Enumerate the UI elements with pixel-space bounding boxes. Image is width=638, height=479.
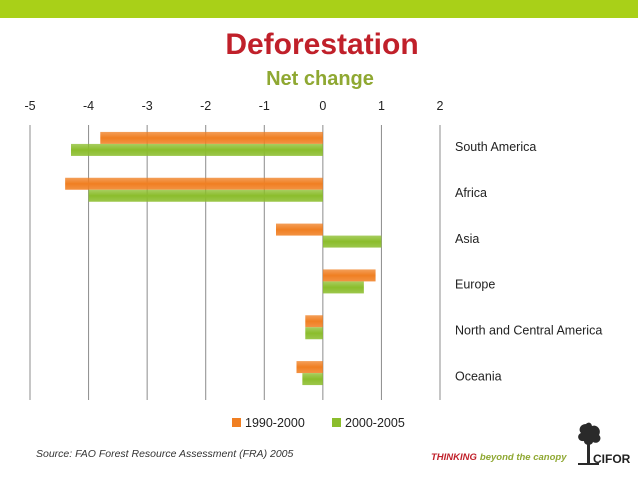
source-note: Source: FAO Forest Resource Assessment (… — [36, 448, 294, 460]
category-label: North and Central America — [455, 324, 602, 338]
x-tick-label: -5 — [24, 99, 35, 113]
tagline: THINKING beyond the canopy — [431, 452, 567, 463]
x-tick-label: -4 — [83, 99, 94, 113]
category-label: Oceania — [455, 369, 502, 383]
x-tick-label: -1 — [259, 99, 270, 113]
legend-swatch — [232, 418, 241, 427]
bar-1990-2000-asia — [276, 223, 323, 236]
category-label: Africa — [455, 186, 487, 200]
bar-1990-2000-south-america — [100, 131, 323, 144]
cifor-logo-text: CIFOR — [593, 452, 631, 466]
tagline-rest: beyond the canopy — [479, 452, 567, 463]
category-label: Asia — [455, 232, 479, 246]
bar-1990-2000-africa — [65, 177, 323, 190]
bar-2000-2005-north-and-central-america — [305, 327, 323, 340]
x-tick-label: 0 — [319, 99, 326, 113]
x-tick-label: 2 — [437, 99, 444, 113]
bar-1990-2000-oceania — [296, 361, 323, 374]
x-tick-label: -3 — [142, 99, 153, 113]
bar-1990-2000-europe — [322, 269, 376, 282]
category-label: Europe — [455, 278, 495, 292]
x-tick-label: -2 — [200, 99, 211, 113]
legend-label: 1990-2000 — [245, 416, 305, 430]
x-tick-label: 1 — [378, 99, 385, 113]
page-subtitle: Net change — [266, 68, 374, 90]
bar-2000-2005-oceania — [302, 373, 323, 386]
tagline-thinking: THINKING — [431, 452, 477, 463]
bar-2000-2005-asia — [322, 235, 382, 248]
bar-2000-2005-africa — [88, 189, 323, 202]
legend-label: 2000-2005 — [345, 416, 405, 430]
bar-2000-2005-europe — [322, 281, 364, 294]
legend-swatch — [332, 418, 341, 427]
bar-1990-2000-north-and-central-america — [305, 315, 323, 328]
category-label: South America — [455, 140, 536, 154]
cifor-tree-icon — [578, 422, 601, 465]
bar-2000-2005-south-america — [71, 143, 323, 156]
top-accent-band — [0, 0, 638, 18]
page-title: Deforestation — [225, 28, 419, 61]
